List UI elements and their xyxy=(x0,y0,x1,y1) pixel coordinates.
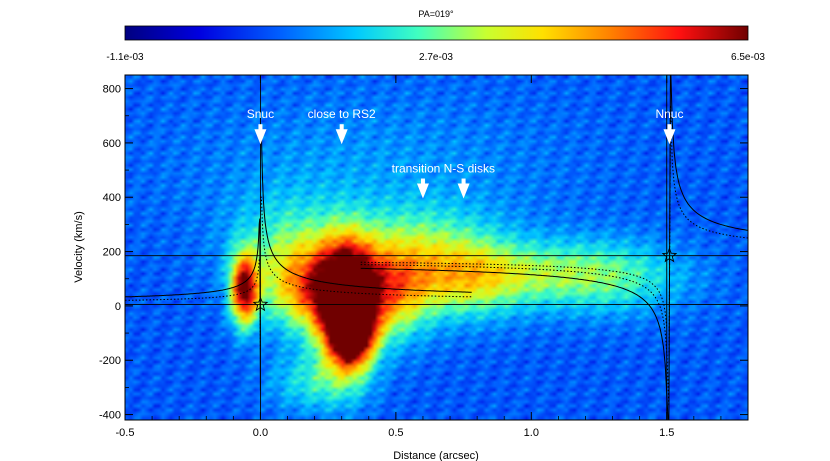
velocity-heatmap xyxy=(125,75,748,420)
annotation-arrow-stem xyxy=(420,178,425,185)
annotation-arrow xyxy=(663,129,676,145)
colorbar-min-label: -1.1e-03 xyxy=(106,52,144,63)
annotation-arrow-stem xyxy=(667,124,672,131)
annotations: Snuc close to RS2 transition N-S disks Nnuc xyxy=(247,107,683,199)
model-curve-south-solid xyxy=(125,218,261,391)
x-tick-label: 0.0 xyxy=(253,427,268,439)
model-curve-south-near-solid xyxy=(260,132,472,293)
y-tick-label: 600 xyxy=(103,138,121,150)
y-tick-label: 800 xyxy=(103,84,121,96)
y-tick-label: 400 xyxy=(103,192,121,204)
annotation-label: close to RS2 xyxy=(308,107,376,121)
x-tick-label: -0.5 xyxy=(116,427,135,439)
nucleus-markers xyxy=(252,247,678,312)
annotation-arrow xyxy=(416,183,429,199)
colorbar xyxy=(124,25,749,41)
model-curve-south-dotted xyxy=(125,257,261,352)
y-axis: 800 600 400 200 0 -200 -400 xyxy=(99,84,748,422)
model-curve-north-solid xyxy=(360,75,748,420)
annotation-label: Nnuc xyxy=(655,107,683,121)
y-tick-label: 200 xyxy=(103,247,121,259)
annotation-arrow xyxy=(254,129,267,145)
colorbar-mid-label: 2.7e-03 xyxy=(419,52,453,63)
x-tick-label: 1.0 xyxy=(524,427,539,439)
x-tick-label: 0.5 xyxy=(388,427,403,439)
nucleus-star-Snuc xyxy=(252,296,269,312)
y-tick-label: -200 xyxy=(99,355,121,367)
chart-title: PA=019° xyxy=(418,9,454,19)
plot-frame xyxy=(124,74,749,421)
y-axis-label: Velocity (km/s) xyxy=(73,211,85,283)
x-axis: -0.5 0.0 0.5 1.0 1.5 xyxy=(116,75,722,439)
x-tick-label: 1.5 xyxy=(659,427,674,439)
colorbar-max-label: 6.5e-03 xyxy=(731,52,765,63)
model-curve-south-near-dotted xyxy=(260,196,472,298)
annotation-label: transition N-S disks xyxy=(392,162,495,176)
annotation-arrow-stem xyxy=(461,178,466,185)
annotation-label: Snuc xyxy=(247,107,274,121)
model-curve-north-dotted-a xyxy=(360,105,748,407)
model-curves xyxy=(125,75,748,420)
y-tick-label: 0 xyxy=(115,301,121,313)
nucleus-star-Nnuc xyxy=(661,247,678,263)
x-axis-label: Distance (arcsec) xyxy=(393,450,479,461)
annotation-arrow-stem xyxy=(258,124,263,131)
annotation-arrow xyxy=(457,183,470,199)
annotation-arrow xyxy=(335,129,348,145)
y-tick-label: -400 xyxy=(99,410,121,422)
annotation-arrow-stem xyxy=(339,124,344,131)
